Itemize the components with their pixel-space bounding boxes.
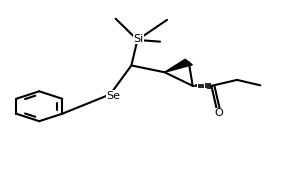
Text: O: O (214, 108, 223, 118)
Polygon shape (165, 59, 192, 72)
Text: Si: Si (133, 34, 144, 44)
Text: Se: Se (106, 91, 120, 101)
